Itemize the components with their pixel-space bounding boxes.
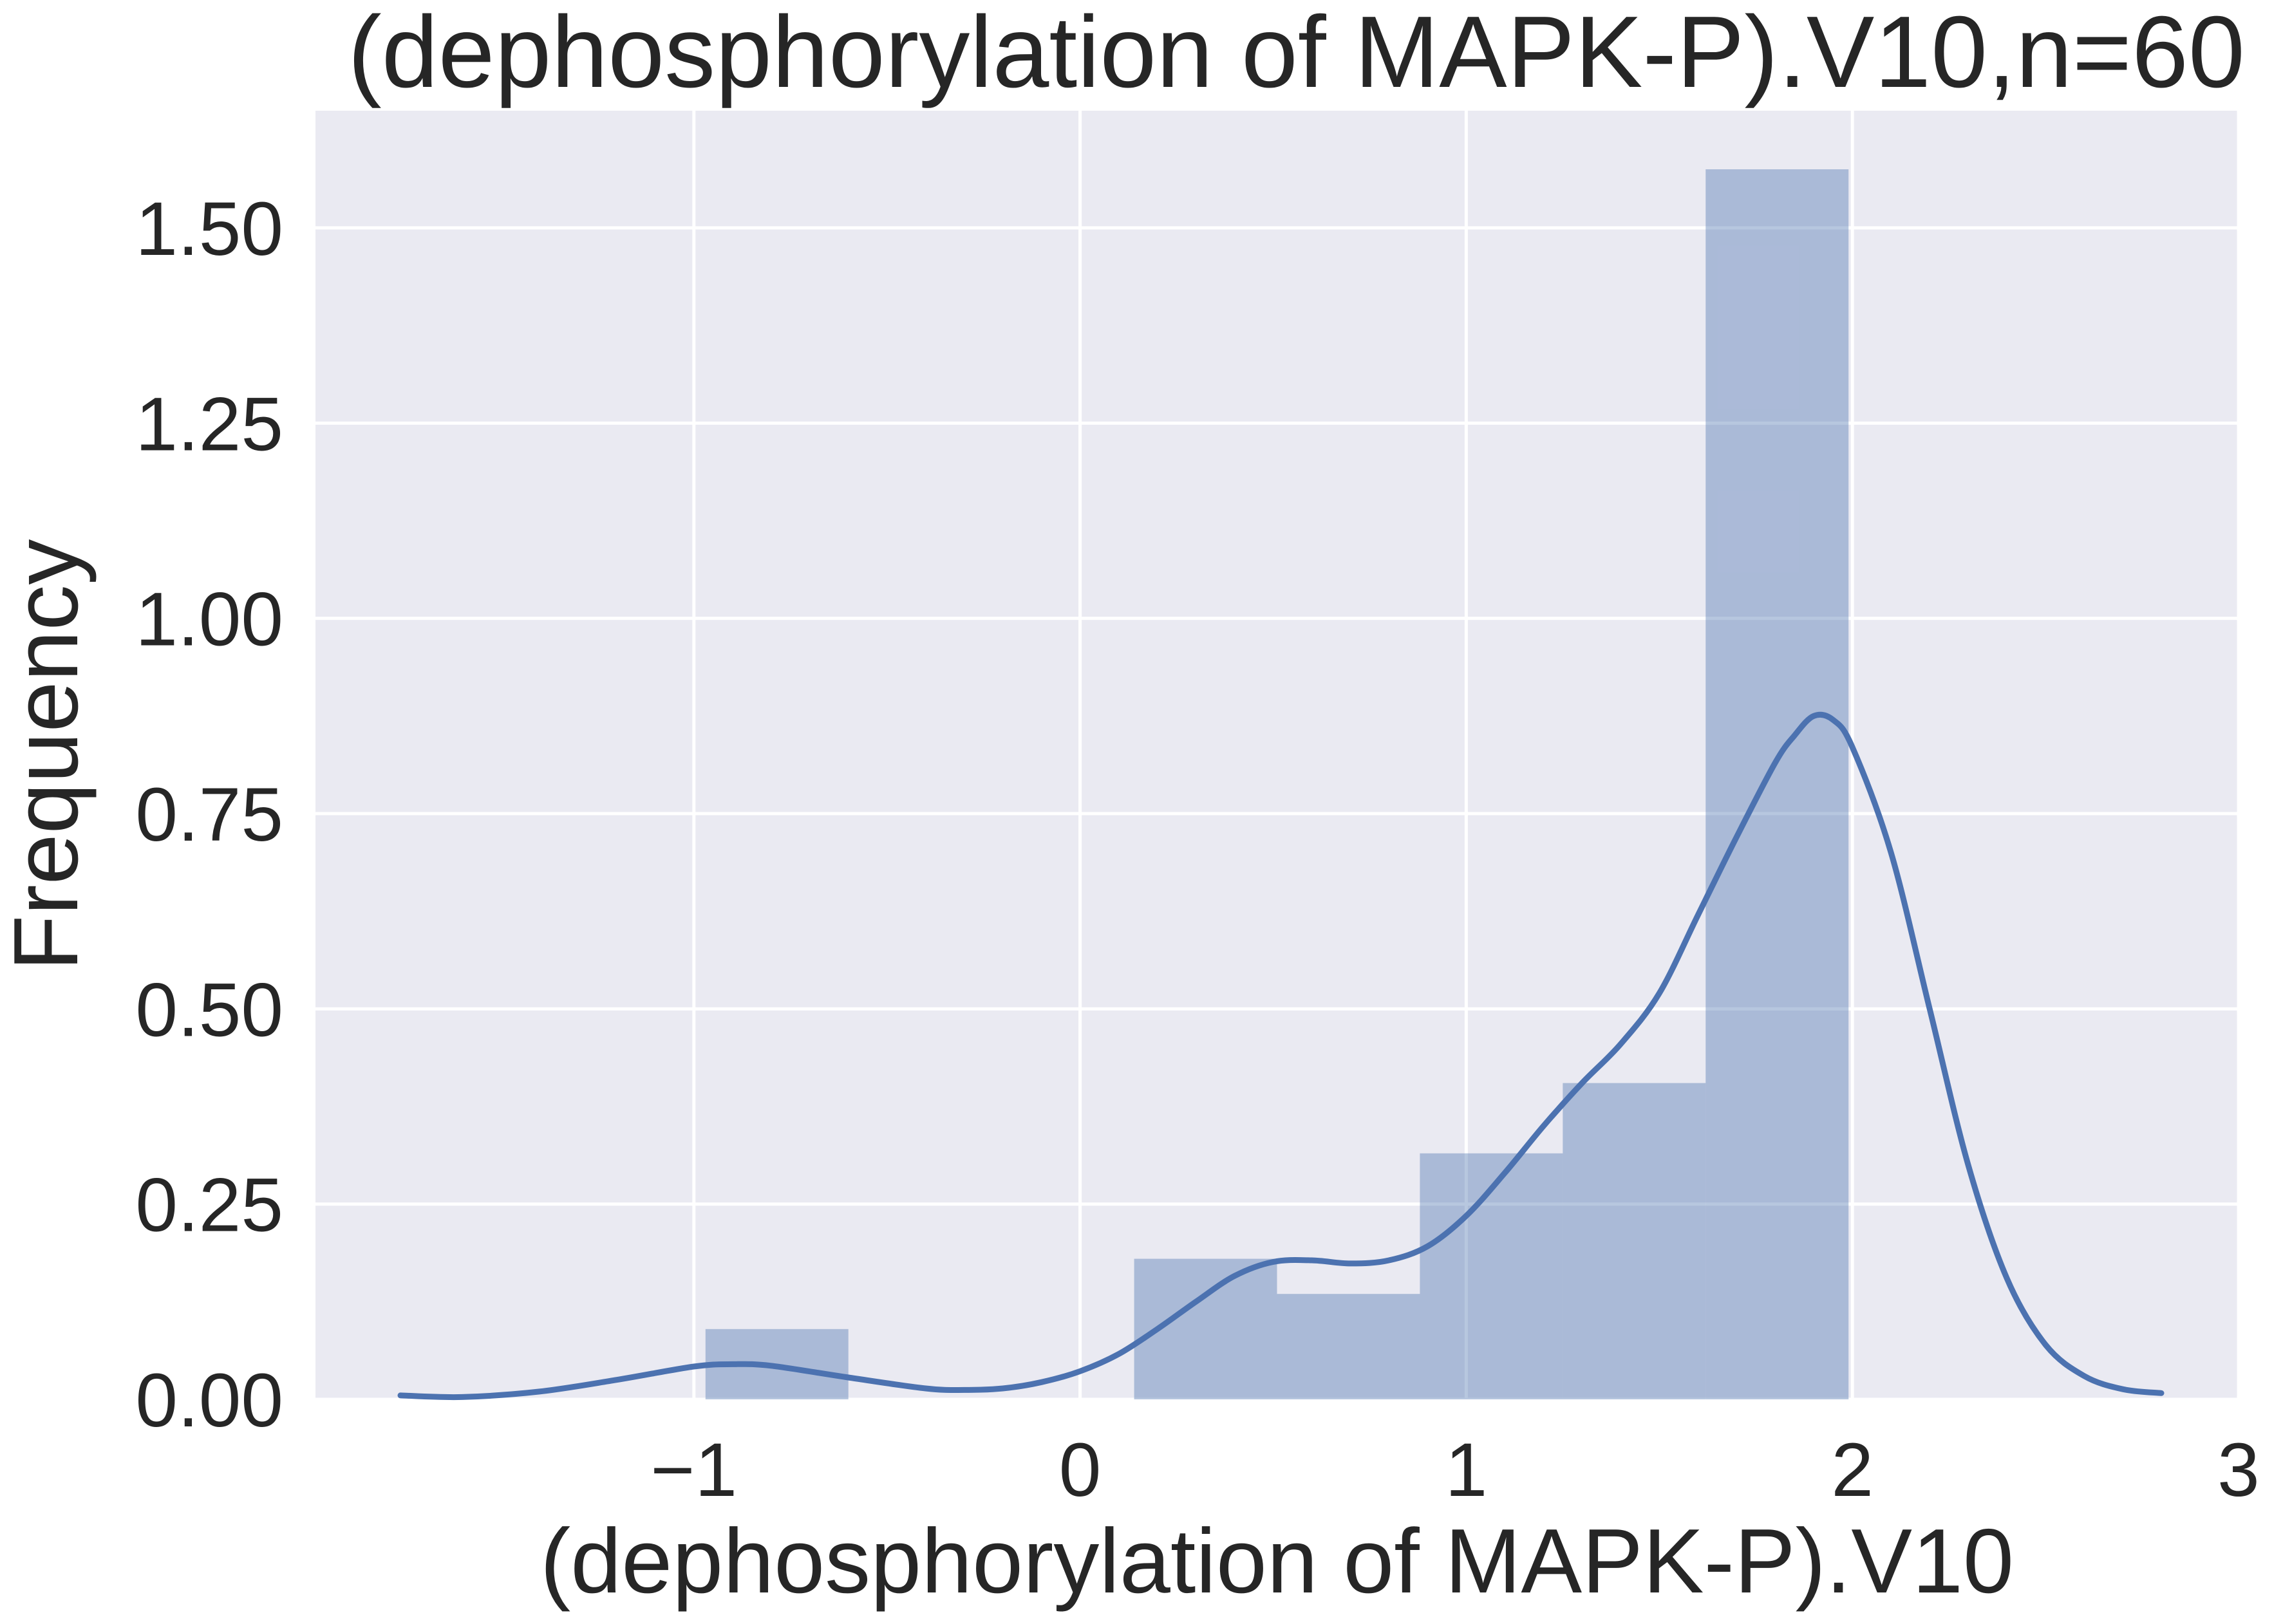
histogram-bar <box>1420 1153 1563 1399</box>
y-tick-label: 0.00 <box>135 1358 283 1443</box>
y-tick-label: 0.75 <box>135 772 283 857</box>
y-axis-label: Frequency <box>0 539 97 971</box>
x-tick-label: 3 <box>2217 1428 2260 1513</box>
histogram-bar <box>1705 169 1849 1399</box>
x-tick-label: 2 <box>1831 1428 1874 1513</box>
kde-curve-layer <box>397 711 2165 1401</box>
x-axis-label: (dephosphorylation of MAPK-P).V10 <box>540 1510 2014 1612</box>
kde-line <box>397 711 2165 1401</box>
histogram-bar <box>1277 1294 1420 1399</box>
tick-labels: −1 0 1 2 3 0.00 0.25 0.50 0.75 1.00 1.25 1.50 <box>135 187 2259 1513</box>
plot-background <box>315 111 2239 1399</box>
x-tick-label: −1 <box>651 1428 738 1513</box>
y-tick-label: 0.50 <box>135 967 283 1052</box>
x-tick-label: 1 <box>1445 1428 1488 1513</box>
histogram-bar <box>1563 1083 1706 1399</box>
y-tick-label: 0.25 <box>135 1163 283 1248</box>
x-tick-label: 0 <box>1059 1428 1102 1513</box>
chart-title: (dephosphorylation of MAPK-P).V10,n=60 <box>348 0 2245 109</box>
y-tick-label: 1.25 <box>135 382 283 467</box>
grid-lines <box>315 111 2240 1401</box>
y-tick-label: 1.50 <box>135 187 283 272</box>
y-tick-label: 1.00 <box>135 577 283 662</box>
